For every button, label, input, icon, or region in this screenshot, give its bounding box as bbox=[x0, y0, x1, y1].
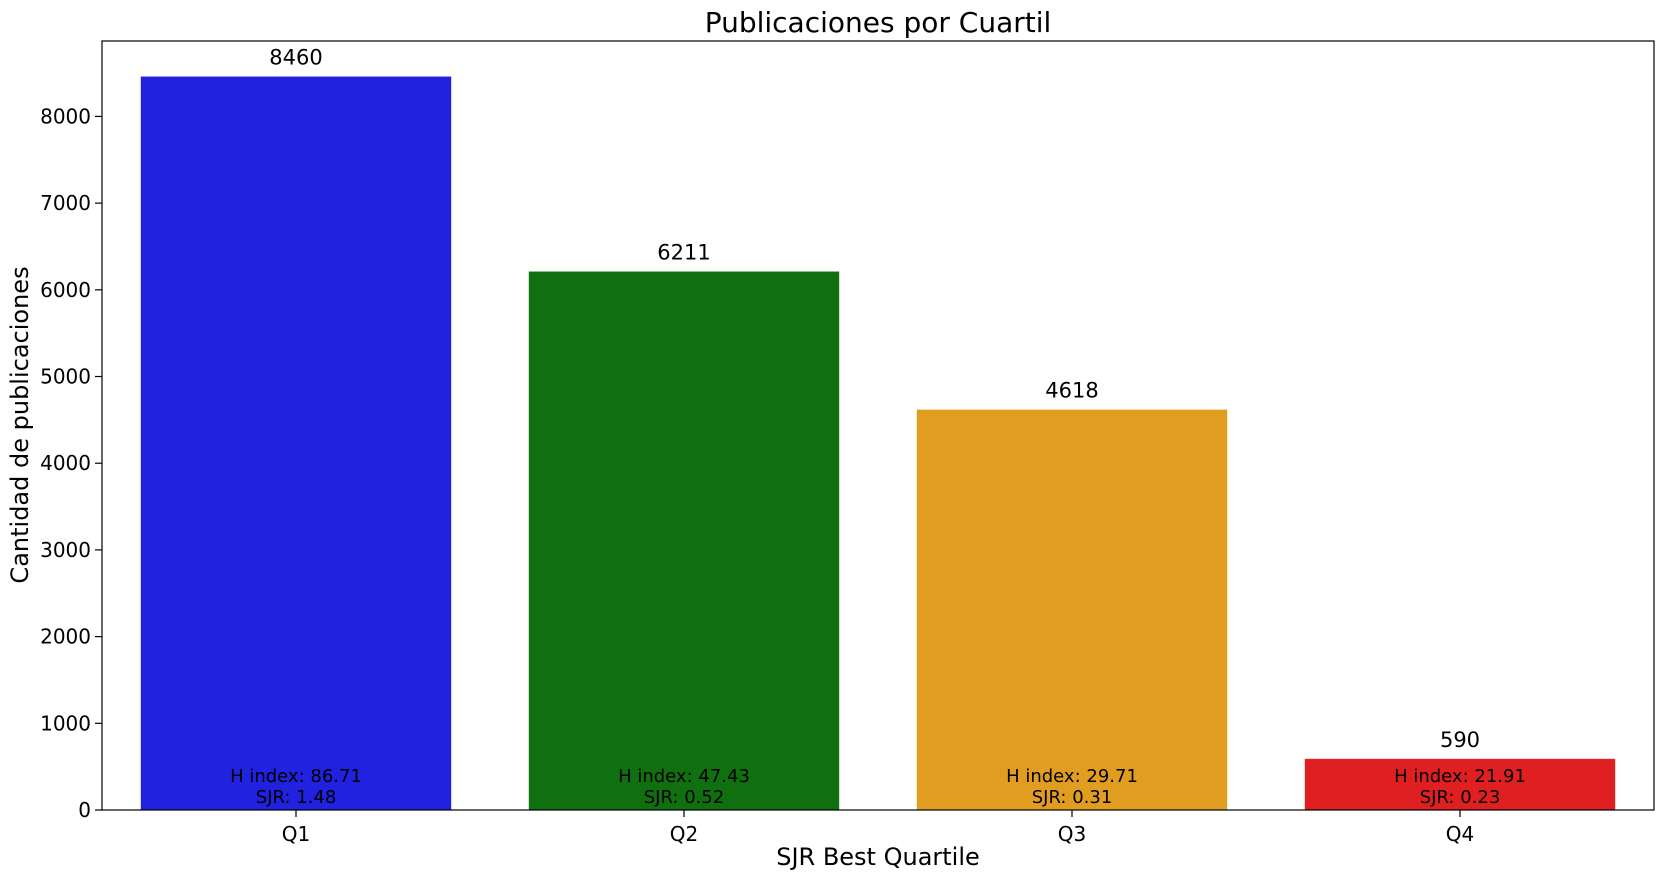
h-index-label-q1: H index: 86.71 bbox=[230, 766, 362, 787]
bar-q1 bbox=[140, 76, 452, 811]
sjr-label-q3: SJR: 0.31 bbox=[1032, 787, 1113, 808]
x-axis: Q1 Q2 Q3 Q4 bbox=[282, 810, 1474, 846]
y-tick-label: 4000 bbox=[40, 451, 91, 475]
x-tick-label-q4: Q4 bbox=[1446, 822, 1474, 846]
value-label-q4: 590 bbox=[1440, 728, 1480, 752]
value-label-q3: 4618 bbox=[1045, 379, 1098, 403]
y-tick-label: 0 bbox=[78, 798, 91, 822]
h-index-label-q2: H index: 47.43 bbox=[618, 766, 750, 787]
x-axis-label: SJR Best Quartile bbox=[776, 843, 980, 871]
x-tick-label-q2: Q2 bbox=[670, 822, 698, 846]
sjr-label-q1: SJR: 1.48 bbox=[256, 787, 337, 808]
sjr-label-q4: SJR: 0.23 bbox=[1420, 787, 1501, 808]
bar-q4 bbox=[1304, 758, 1616, 810]
chart-title: Publicaciones por Cuartil bbox=[705, 6, 1052, 39]
bar-q3 bbox=[916, 409, 1228, 810]
h-index-label-q4: H index: 21.91 bbox=[1394, 766, 1526, 787]
value-labels-group: 8460 6211 4618 590 bbox=[269, 46, 1480, 752]
x-tick-label-q1: Q1 bbox=[282, 822, 310, 846]
value-label-q1: 8460 bbox=[269, 46, 322, 70]
x-tick-label-q3: Q3 bbox=[1058, 822, 1086, 846]
value-label-q2: 6211 bbox=[657, 241, 710, 265]
y-tick-label: 1000 bbox=[40, 711, 91, 735]
bars-group bbox=[140, 76, 1616, 811]
y-tick-label: 5000 bbox=[40, 365, 91, 389]
y-tick-label: 7000 bbox=[40, 191, 91, 215]
y-tick-label: 2000 bbox=[40, 625, 91, 649]
y-axis: 0 1000 2000 3000 4000 5000 6000 7000 8000 bbox=[40, 104, 102, 822]
y-axis-label: Cantidad de publicaciones bbox=[6, 266, 34, 583]
y-tick-label: 8000 bbox=[40, 104, 91, 128]
y-tick-label: 3000 bbox=[40, 538, 91, 562]
plot-frame bbox=[101, 40, 1655, 811]
sjr-label-q2: SJR: 0.52 bbox=[644, 787, 725, 808]
h-index-label-q3: H index: 29.71 bbox=[1006, 766, 1138, 787]
y-tick-label: 6000 bbox=[40, 278, 91, 302]
bar-q2 bbox=[528, 271, 840, 810]
